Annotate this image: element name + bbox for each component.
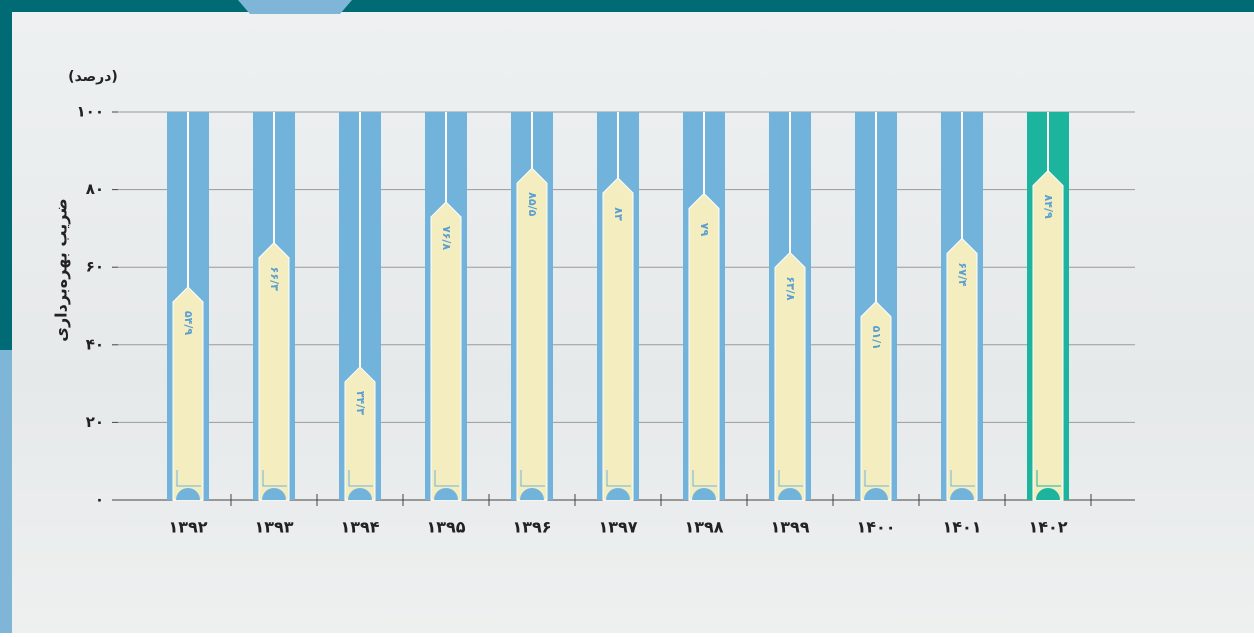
x-tick-label: ۱۳۹۵ (426, 518, 465, 537)
page: {"chart_data": {"type": "bar", "y_label"… (0, 0, 1254, 633)
value-label: ۶۶/۳ (268, 267, 281, 291)
x-tick-label: ۱۳۹۸ (684, 518, 723, 537)
bar (689, 193, 719, 500)
value-label: ۳۴/۳ (354, 391, 367, 415)
y-tick-label: ۱۰۰ (77, 103, 104, 121)
x-tick-label: ۱۳۹۲ (168, 518, 207, 537)
value-label: ۶۷/۴ (956, 262, 969, 286)
value-label: ۵۱/۱ (870, 326, 883, 350)
y-tick-label: ۶۰ (86, 258, 104, 276)
value-label: ۷۹ (698, 223, 711, 237)
x-tick-label: ۱۴۰۱ (942, 518, 981, 537)
bar (603, 178, 633, 500)
y-axis-label: ضریب بهره‌برداری (52, 198, 71, 341)
bar (517, 168, 547, 500)
value-label: ۸۴/۹ (1042, 195, 1055, 219)
y-tick-label: ۰ (95, 491, 104, 509)
value-label: ۵۴/۹ (182, 311, 195, 335)
top-bar (0, 0, 1254, 12)
chart: (درصد) ضریب بهره‌برداری ۰ ۲۰ ۴۰ ۶۰ ۸۰ ۱۰۰ ۱۳۹۲… (0, 0, 1254, 633)
value-label: ۸۳ (612, 207, 625, 221)
x-tick-label: ۱۴۰۰ (856, 518, 895, 537)
left-bar-lower (0, 350, 12, 633)
value-label: ۸۵/۵ (526, 192, 539, 216)
x-tick-label: ۱۳۹۹ (770, 518, 809, 537)
bar (1033, 171, 1063, 500)
y-tick-label: ۲۰ (86, 413, 104, 431)
value-label: ۷۶/۸ (440, 226, 453, 250)
unit-label: (درصد) (68, 69, 118, 85)
top-tab (238, 0, 352, 14)
y-tick-label: ۸۰ (86, 180, 104, 198)
value-label: ۶۳/۸ (784, 276, 797, 300)
x-tick-label: ۱۳۹۳ (254, 518, 293, 537)
x-tick-label: ۱۳۹۴ (340, 518, 379, 537)
x-tick-label: ۱۴۰۲ (1028, 518, 1067, 537)
x-tick-label: ۱۳۹۷ (598, 518, 637, 537)
left-bar (0, 0, 12, 350)
y-tick-label: ۴۰ (86, 335, 104, 353)
x-tick-label: ۱۳۹۶ (512, 518, 551, 537)
